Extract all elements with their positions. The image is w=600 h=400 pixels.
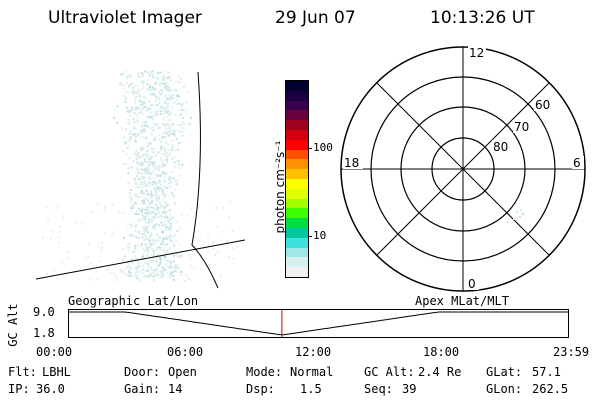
mlat-label-70: 70: [514, 120, 529, 134]
info-mode-value: Normal: [290, 365, 334, 379]
info-gcalt-value: 2.4 Re: [418, 365, 462, 379]
colorbar-swatch: [286, 139, 308, 150]
colorbar-swatch: [286, 188, 308, 199]
info-door-label: Door:: [124, 365, 161, 379]
info-seq-value: 39: [402, 382, 417, 396]
colorbar-tick-10: 10: [313, 229, 327, 242]
terminator-line: [35, 239, 246, 280]
colorbar-swatch: [286, 149, 308, 160]
timeline-y-top: 9.0: [33, 305, 55, 319]
colorbar-swatch: [286, 159, 308, 170]
timeline-tick-2: 12:00: [295, 345, 332, 359]
colorbar-swatch: [286, 218, 308, 228]
colorbar: [285, 80, 309, 278]
info-ip-value: 36.0: [36, 382, 65, 396]
timeline-tick-0: 00:00: [36, 345, 73, 359]
apex-label: Apex MLat/MLT: [415, 294, 509, 308]
mlat-label-60: 60: [535, 98, 550, 112]
info-glon-value: 262.5: [532, 382, 569, 396]
polar-speckle: [507, 209, 525, 223]
info-gain-label: Gain:: [124, 382, 161, 396]
info-glon-label: GLon:: [486, 382, 523, 396]
info-glat-label: GLat:: [486, 365, 523, 379]
timeline-tick-1: 06:00: [167, 345, 204, 359]
colorbar-tick-100: 100: [313, 141, 333, 154]
info-mode-label: Mode:: [246, 365, 283, 379]
colorbar-swatch: [286, 208, 308, 219]
mlt-label-6: 6: [573, 156, 581, 170]
timeline-tick-3: 18:00: [423, 345, 460, 359]
colorbar-swatch: [286, 129, 308, 140]
info-seq-label: Seq:: [364, 382, 393, 396]
aurora-speckle: [42, 70, 242, 282]
colorbar-swatch: [286, 198, 308, 209]
info-gain-value: 14: [168, 382, 183, 396]
colorbar-swatch: [286, 237, 308, 248]
colorbar-swatch: [286, 81, 308, 91]
colorbar-swatch: [286, 267, 308, 277]
date-label: 29 Jun 07: [275, 8, 356, 28]
time-label: 10:13:26 UT: [430, 8, 535, 28]
colorbar-swatch: [286, 110, 308, 121]
colorbar-swatch: [286, 178, 308, 189]
earth-limb-line: [191, 71, 219, 289]
colorbar-swatch: [286, 90, 308, 101]
timeline-tick-4: 23:59: [553, 345, 590, 359]
mlt-label-12: 12: [469, 46, 484, 60]
geographic-label: Geographic Lat/Lon: [68, 294, 199, 308]
colorbar-swatch: [286, 247, 308, 258]
geographic-image: [35, 70, 246, 289]
altitude-curve: [69, 311, 569, 336]
info-flt-value: LBHL: [42, 365, 71, 379]
info-dsp-value: 1.5: [300, 382, 322, 396]
colorbar-tick-mark-100: [308, 148, 312, 149]
polar-meridian-diag-2: [376, 82, 550, 256]
timeline-y-bottom: 1.8: [33, 326, 55, 340]
info-glat-value: 57.1: [532, 365, 561, 379]
colorbar-swatch: [286, 227, 308, 238]
polar-plot: 12 18 6 0 60 70 80: [340, 46, 586, 292]
colorbar-tick-mark-10: [308, 236, 312, 237]
mlt-label-18: 18: [344, 156, 359, 170]
colorbar-swatch: [286, 100, 308, 111]
info-flt-label: Flt:: [8, 365, 37, 379]
colorbar-swatch: [286, 169, 308, 179]
instrument-title: Ultraviolet Imager: [48, 8, 202, 28]
timeline-axis-label: GC Alt: [6, 303, 20, 347]
mlat-label-80: 80: [493, 140, 508, 154]
colorbar-swatch: [286, 257, 308, 268]
info-dsp-label: Dsp:: [246, 382, 275, 396]
info-gcalt-label: GC Alt:: [364, 365, 415, 379]
altitude-timeline: [68, 309, 569, 338]
mlt-label-0: 0: [468, 277, 476, 291]
colorbar-unit-label: photon cm⁻²s⁻¹: [273, 140, 287, 234]
colorbar-swatch: [286, 120, 308, 130]
info-ip-label: IP:: [8, 382, 30, 396]
info-door-value: Open: [168, 365, 197, 379]
